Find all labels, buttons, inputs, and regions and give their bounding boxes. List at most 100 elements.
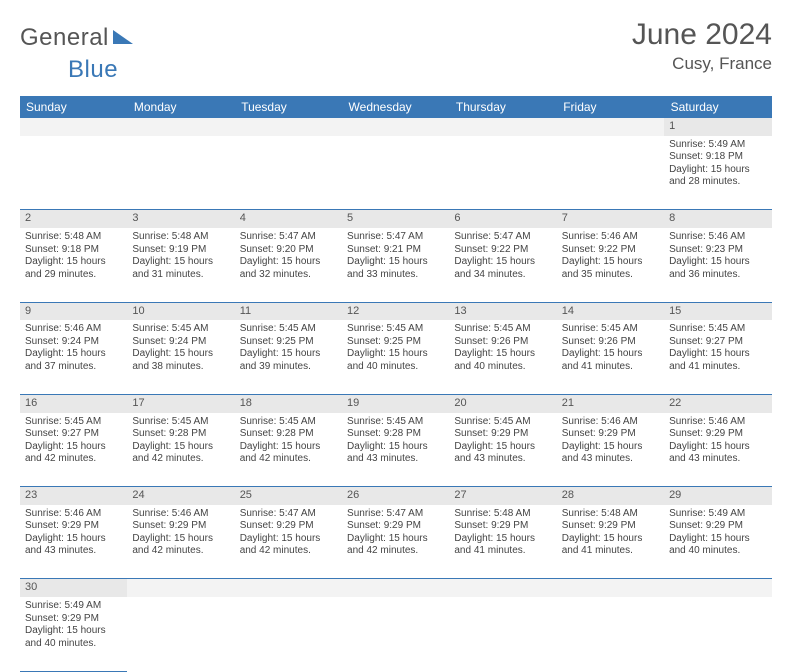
page-title: June 2024 (632, 18, 772, 52)
daylight-line: Daylight: 15 hours and 29 minutes. (25, 256, 122, 281)
calendar-day-cell (664, 597, 771, 671)
calendar-week-row: Sunrise: 5:49 AMSunset: 9:18 PMDaylight:… (20, 136, 772, 210)
day-number-cell (664, 579, 771, 597)
sunset-line: Sunset: 9:28 PM (240, 428, 337, 441)
calendar-day-cell: Sunrise: 5:45 AMSunset: 9:28 PMDaylight:… (235, 413, 342, 487)
day-number-cell: 5 (342, 210, 449, 228)
sunrise-line: Sunrise: 5:45 AM (25, 416, 122, 429)
day-number-cell: 22 (664, 394, 771, 412)
calendar-day-cell (235, 136, 342, 210)
calendar-day-cell (449, 597, 556, 671)
calendar-day-cell: Sunrise: 5:47 AMSunset: 9:20 PMDaylight:… (235, 228, 342, 302)
calendar-day-cell: Sunrise: 5:49 AMSunset: 9:29 PMDaylight:… (20, 597, 127, 671)
day-number-cell (449, 118, 556, 136)
sunrise-line: Sunrise: 5:45 AM (454, 323, 551, 336)
day-number-cell: 23 (20, 487, 127, 505)
sunrise-line: Sunrise: 5:45 AM (347, 323, 444, 336)
sunrise-line: Sunrise: 5:47 AM (454, 231, 551, 244)
sunset-line: Sunset: 9:18 PM (669, 151, 766, 164)
daylight-line: Daylight: 15 hours and 38 minutes. (132, 348, 229, 373)
sunrise-line: Sunrise: 5:47 AM (240, 508, 337, 521)
calendar-day-cell: Sunrise: 5:47 AMSunset: 9:22 PMDaylight:… (449, 228, 556, 302)
day-number-cell: 14 (557, 302, 664, 320)
logo-text-general: General (20, 24, 109, 52)
sunrise-line: Sunrise: 5:46 AM (669, 416, 766, 429)
daylight-line: Daylight: 15 hours and 35 minutes. (562, 256, 659, 281)
daylight-line: Daylight: 15 hours and 34 minutes. (454, 256, 551, 281)
day-header: Sunday (20, 96, 127, 118)
sunset-line: Sunset: 9:28 PM (132, 428, 229, 441)
sunset-line: Sunset: 9:24 PM (25, 336, 122, 349)
calendar-day-cell (20, 136, 127, 210)
day-number-cell: 13 (449, 302, 556, 320)
calendar-day-cell: Sunrise: 5:46 AMSunset: 9:29 PMDaylight:… (557, 413, 664, 487)
day-header: Friday (557, 96, 664, 118)
sunrise-line: Sunrise: 5:48 AM (454, 508, 551, 521)
day-number-cell (557, 579, 664, 597)
sunset-line: Sunset: 9:25 PM (347, 336, 444, 349)
daylight-line: Daylight: 15 hours and 31 minutes. (132, 256, 229, 281)
logo: General (20, 24, 135, 52)
daylight-line: Daylight: 15 hours and 41 minutes. (454, 533, 551, 558)
daylight-line: Daylight: 15 hours and 42 minutes. (347, 533, 444, 558)
day-number-cell (235, 579, 342, 597)
sunset-line: Sunset: 9:18 PM (25, 244, 122, 257)
calendar-day-cell: Sunrise: 5:46 AMSunset: 9:22 PMDaylight:… (557, 228, 664, 302)
sunset-line: Sunset: 9:29 PM (669, 428, 766, 441)
calendar-day-cell (557, 597, 664, 671)
calendar-day-cell: Sunrise: 5:45 AMSunset: 9:27 PMDaylight:… (20, 413, 127, 487)
calendar-day-cell (127, 597, 234, 671)
day-number-cell: 24 (127, 487, 234, 505)
calendar-day-cell (557, 136, 664, 210)
calendar-day-cell (235, 597, 342, 671)
daylight-line: Daylight: 15 hours and 28 minutes. (669, 164, 766, 189)
day-header: Monday (127, 96, 234, 118)
sunset-line: Sunset: 9:22 PM (562, 244, 659, 257)
day-number-cell: 8 (664, 210, 771, 228)
sunrise-line: Sunrise: 5:49 AM (669, 508, 766, 521)
daylight-line: Daylight: 15 hours and 40 minutes. (347, 348, 444, 373)
sunrise-line: Sunrise: 5:47 AM (240, 231, 337, 244)
sunset-line: Sunset: 9:29 PM (347, 520, 444, 533)
logo-sail-icon (113, 30, 133, 44)
calendar-day-cell: Sunrise: 5:45 AMSunset: 9:26 PMDaylight:… (449, 320, 556, 394)
calendar-week-row: Sunrise: 5:45 AMSunset: 9:27 PMDaylight:… (20, 413, 772, 487)
daylight-line: Daylight: 15 hours and 42 minutes. (132, 441, 229, 466)
day-number-row: 23242526272829 (20, 487, 772, 505)
daylight-line: Daylight: 15 hours and 41 minutes. (669, 348, 766, 373)
day-number-cell (557, 118, 664, 136)
calendar-table: Sunday Monday Tuesday Wednesday Thursday… (20, 96, 772, 672)
sunset-line: Sunset: 9:26 PM (562, 336, 659, 349)
sunrise-line: Sunrise: 5:46 AM (562, 231, 659, 244)
calendar-day-cell: Sunrise: 5:48 AMSunset: 9:18 PMDaylight:… (20, 228, 127, 302)
sunrise-line: Sunrise: 5:46 AM (562, 416, 659, 429)
sunset-line: Sunset: 9:29 PM (240, 520, 337, 533)
daylight-line: Daylight: 15 hours and 33 minutes. (347, 256, 444, 281)
sunset-line: Sunset: 9:29 PM (454, 520, 551, 533)
day-number-cell: 25 (235, 487, 342, 505)
day-header: Wednesday (342, 96, 449, 118)
calendar-week-row: Sunrise: 5:49 AMSunset: 9:29 PMDaylight:… (20, 597, 772, 671)
sunset-line: Sunset: 9:24 PM (132, 336, 229, 349)
calendar-day-cell: Sunrise: 5:46 AMSunset: 9:23 PMDaylight:… (664, 228, 771, 302)
day-number-cell: 15 (664, 302, 771, 320)
sunset-line: Sunset: 9:28 PM (347, 428, 444, 441)
sunrise-line: Sunrise: 5:46 AM (132, 508, 229, 521)
calendar-day-cell: Sunrise: 5:49 AMSunset: 9:29 PMDaylight:… (664, 505, 771, 579)
day-number-cell: 20 (449, 394, 556, 412)
day-number-cell: 11 (235, 302, 342, 320)
day-header-row: Sunday Monday Tuesday Wednesday Thursday… (20, 96, 772, 118)
calendar-day-cell: Sunrise: 5:45 AMSunset: 9:24 PMDaylight:… (127, 320, 234, 394)
day-number-cell: 16 (20, 394, 127, 412)
daylight-line: Daylight: 15 hours and 41 minutes. (562, 348, 659, 373)
calendar-day-cell: Sunrise: 5:46 AMSunset: 9:24 PMDaylight:… (20, 320, 127, 394)
calendar-week-row: Sunrise: 5:48 AMSunset: 9:18 PMDaylight:… (20, 228, 772, 302)
calendar-day-cell (449, 136, 556, 210)
day-number-cell: 26 (342, 487, 449, 505)
calendar-day-cell: Sunrise: 5:46 AMSunset: 9:29 PMDaylight:… (20, 505, 127, 579)
sunset-line: Sunset: 9:29 PM (562, 428, 659, 441)
day-number-cell: 2 (20, 210, 127, 228)
sunrise-line: Sunrise: 5:45 AM (669, 323, 766, 336)
sunrise-line: Sunrise: 5:48 AM (25, 231, 122, 244)
day-number-cell: 21 (557, 394, 664, 412)
